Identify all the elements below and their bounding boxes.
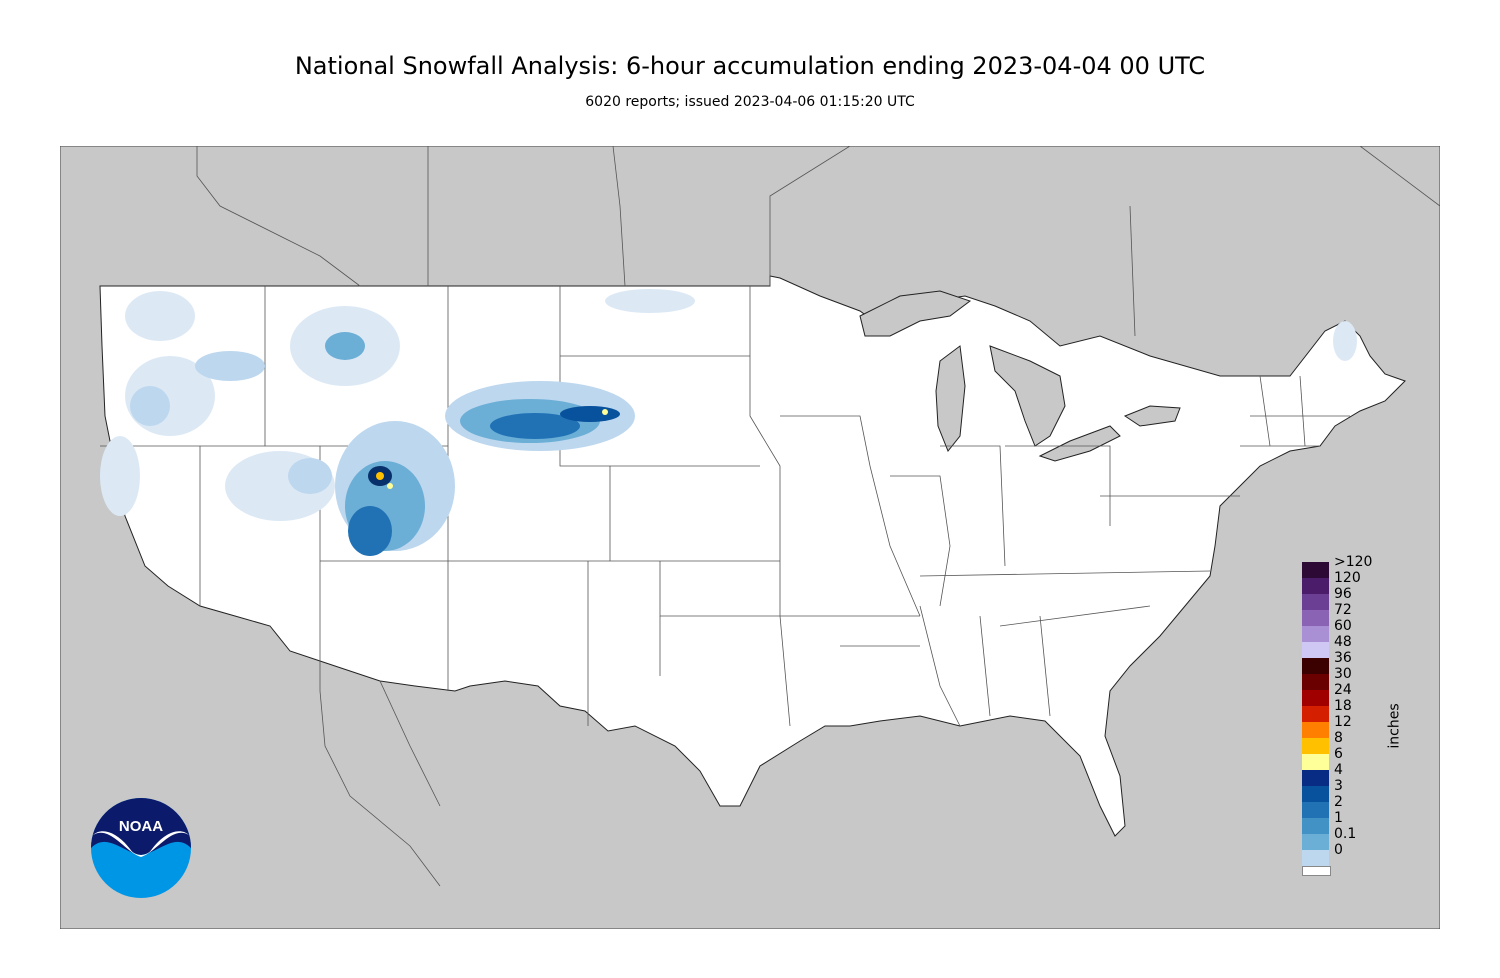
legend-label: 18 [1334, 698, 1352, 714]
legend-swatch [1302, 786, 1329, 802]
legend-swatch [1302, 562, 1329, 578]
snow-region [560, 406, 620, 422]
conus-land [99, 275, 1406, 837]
lake-michigan [935, 345, 966, 452]
legend-swatch [1302, 770, 1329, 786]
legend-swatch [1302, 818, 1329, 834]
snow-region [100, 436, 140, 516]
legend-swatch [1302, 658, 1329, 674]
lake-ontario [1123, 405, 1181, 427]
legend-label: 120 [1334, 570, 1361, 586]
legend-label: 1 [1334, 810, 1343, 826]
snow-region [130, 386, 170, 426]
legend-label: 4 [1334, 762, 1343, 778]
legend-label: 36 [1334, 650, 1352, 666]
map-subtitle: 6020 reports; issued 2023-04-06 01:15:20… [585, 94, 915, 110]
legend-swatch [1302, 866, 1331, 876]
legend-swatch [1302, 626, 1329, 642]
lake-huron [989, 345, 1066, 447]
legend-label: 48 [1334, 634, 1352, 650]
legend-label: 2 [1334, 794, 1343, 810]
legend-swatch [1302, 578, 1329, 594]
snow-region [387, 483, 393, 489]
snow-region [490, 413, 580, 439]
snow-region [195, 351, 265, 381]
legend-swatch [1302, 834, 1329, 850]
legend-label: 24 [1334, 682, 1352, 698]
legend-swatch [1302, 850, 1329, 866]
map-title: National Snowfall Analysis: 6-hour accum… [294, 52, 1206, 80]
legend-swatch [1302, 610, 1329, 626]
legend-swatch [1302, 690, 1329, 706]
lake-erie [1038, 425, 1121, 462]
legend-label: 30 [1334, 666, 1352, 682]
legend-label: 96 [1334, 586, 1352, 602]
snow-region [605, 289, 695, 313]
legend-swatch [1302, 738, 1329, 754]
snow-region [602, 409, 608, 415]
legend-label: 3 [1334, 778, 1343, 794]
legend-label: 12 [1334, 714, 1352, 730]
legend-label: 72 [1334, 602, 1352, 618]
noaa-logo-text: NOAA [119, 818, 163, 835]
lake-superior [859, 290, 972, 337]
legend-units-label: inches [1386, 703, 1403, 749]
legend-swatch [1302, 642, 1329, 658]
legend-label: >120 [1334, 554, 1373, 570]
snow-region [325, 332, 365, 360]
snow-region [348, 506, 392, 556]
international-borders [196, 146, 1440, 887]
conus-snowfall-map [60, 146, 1440, 929]
snow-region [125, 291, 195, 341]
noaa-logo: NOAA [91, 798, 191, 898]
legend-swatch [1302, 706, 1329, 722]
legend-swatch [1302, 754, 1329, 770]
snow-region [288, 458, 332, 494]
snow-region [376, 472, 384, 480]
legend-label: 0 [1334, 842, 1343, 858]
legend-label: 60 [1334, 618, 1352, 634]
legend-label: 8 [1334, 730, 1343, 746]
legend-swatch [1302, 674, 1329, 690]
legend-swatch [1302, 722, 1329, 738]
color-legend: >120 120 96 72 60 48 36 30 24 18 12 8 6 … [1302, 554, 1382, 882]
legend-swatch [1302, 594, 1329, 610]
legend-color-bar [1302, 562, 1331, 876]
snowfall-shading [100, 289, 1357, 556]
snow-region [1333, 321, 1357, 361]
legend-label: 0.1 [1334, 826, 1357, 842]
legend-label: 6 [1334, 746, 1343, 762]
legend-swatch [1302, 802, 1329, 818]
